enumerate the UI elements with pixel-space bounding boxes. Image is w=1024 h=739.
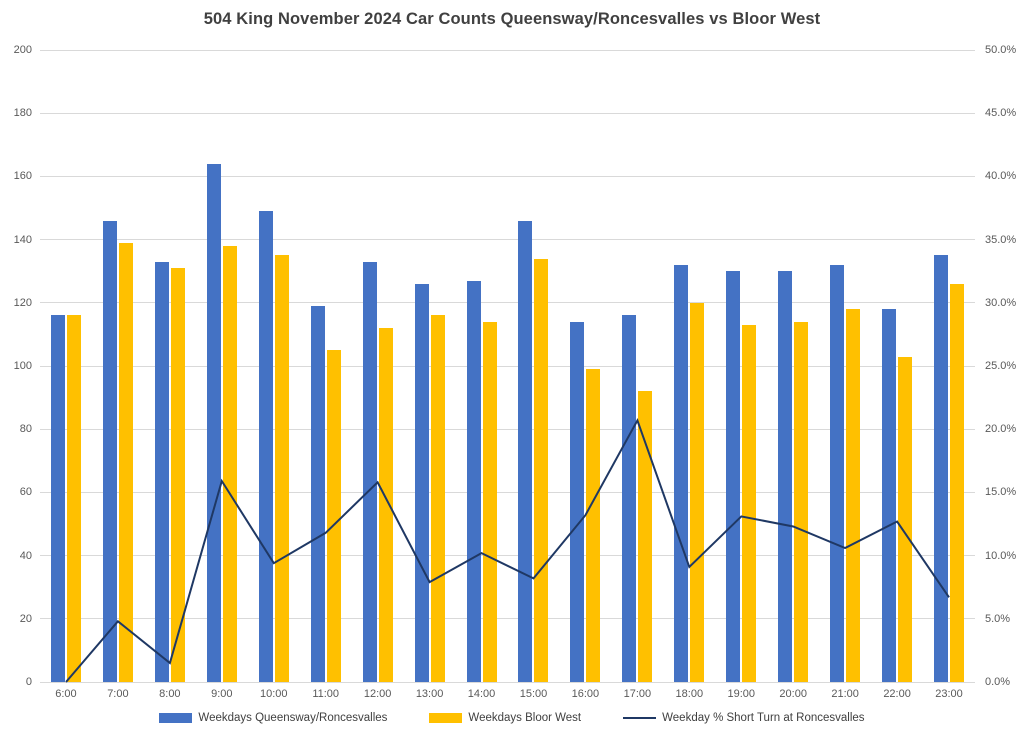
x-axis-category-label: 23:00: [935, 688, 963, 700]
legend-item: Weekday % Short Turn at Roncesvalles: [623, 712, 865, 724]
right-axis-tick-label: 45.0%: [985, 107, 1017, 120]
x-axis-category-label: 22:00: [883, 688, 911, 700]
x-axis-category-label: 12:00: [363, 688, 392, 700]
x-axis-category-label: 11:00: [312, 688, 340, 700]
right-axis-tick-label: 15.0%: [985, 486, 1017, 499]
right-axis-tick-label: 40.0%: [985, 170, 1017, 183]
bar-queensway-roncesvalles: [622, 315, 637, 682]
x-axis-category-label: 8:00: [159, 688, 181, 700]
chart-title: 504 King November 2024 Car Counts Queens…: [203, 10, 821, 28]
bar-queensway-roncesvalles: [102, 220, 117, 682]
bar-bloor-west: [742, 324, 757, 682]
left-axis-tick-label: 120: [13, 296, 32, 309]
left-axis-tick-label: 80: [19, 423, 32, 436]
bar-bloor-west: [638, 391, 653, 682]
x-axis-category-label: 13:00: [415, 688, 444, 700]
legend-line-swatch-icon: [623, 717, 657, 719]
left-axis-tick-label: 100: [13, 360, 32, 372]
bar-queensway-roncesvalles: [778, 271, 793, 682]
bar-bloor-west: [482, 321, 497, 682]
bar-queensway-roncesvalles: [310, 305, 325, 682]
left-axis-tick-label: 40: [19, 549, 32, 562]
gridline: [40, 49, 975, 51]
bar-queensway-roncesvalles: [258, 211, 273, 682]
x-axis-category-label: 20:00: [779, 688, 807, 700]
right-axis-tick-label: 20.0%: [985, 423, 1017, 436]
bar-bloor-west: [898, 356, 913, 682]
bar-bloor-west: [794, 321, 809, 682]
shortturn-percent-line: [65, 417, 950, 683]
x-axis-category-label: 10:00: [259, 688, 288, 700]
bar-bloor-west: [586, 369, 601, 682]
x-axis-category-label: 14:00: [467, 688, 496, 700]
x-axis-category-label: 17:00: [623, 688, 652, 700]
bar-queensway-roncesvalles: [830, 264, 845, 682]
left-axis-tick-label: 0: [25, 676, 32, 688]
bar-bloor-west: [846, 309, 861, 682]
x-axis-category-label: 6:00: [55, 688, 77, 700]
x-axis-category-label: 9:00: [211, 688, 233, 700]
bar-queensway-roncesvalles: [570, 321, 585, 682]
bar-bloor-west: [326, 350, 341, 682]
bar-queensway-roncesvalles: [882, 309, 897, 682]
bar-bloor-west: [274, 255, 289, 682]
left-axis-tick-label: 180: [13, 107, 32, 120]
bar-bloor-west: [534, 258, 549, 682]
right-axis-tick-label: 30.0%: [985, 296, 1017, 309]
x-axis-category-label: 19:00: [727, 688, 756, 700]
chart-legend: Weekdays Queensway/Roncesvalles Weekdays …: [0, 712, 1024, 724]
bar-bloor-west: [170, 268, 185, 682]
bar-bloor-west: [690, 302, 705, 682]
bar-bloor-west: [430, 315, 445, 682]
right-axis-tick-label: 0.0%: [985, 676, 1011, 688]
left-axis-tick-label: 20: [19, 612, 32, 625]
legend-bar-swatch-icon: [159, 713, 193, 723]
bar-bloor-west: [66, 315, 81, 682]
bar-queensway-roncesvalles: [674, 264, 689, 682]
gridline: [40, 365, 975, 367]
bar-bloor-west: [118, 242, 133, 682]
bar-queensway-roncesvalles: [362, 261, 377, 682]
gridline: [40, 175, 975, 177]
right-axis-tick-label: 25.0%: [985, 360, 1017, 372]
right-axis-tick-label: 5.0%: [985, 612, 1011, 625]
legend-label: Weekday % Short Turn at Roncesvalles: [662, 712, 865, 724]
gridline: [40, 112, 975, 114]
bar-bloor-west: [950, 283, 965, 682]
right-axis-tick-label: 35.0%: [985, 233, 1017, 246]
left-axis-tick-label: 200: [13, 44, 32, 56]
bar-queensway-roncesvalles: [466, 280, 481, 682]
legend-label: Weekdays Queensway/Roncesvalles: [198, 712, 388, 724]
gridline: [40, 302, 975, 304]
x-axis-category-label: 18:00: [675, 688, 704, 700]
bar-queensway-roncesvalles: [50, 315, 65, 682]
bar-bloor-west: [222, 245, 237, 682]
legend-item: Weekdays Queensway/Roncesvalles: [159, 712, 387, 724]
left-axis-tick-label: 60: [19, 486, 32, 499]
bar-queensway-roncesvalles: [518, 220, 533, 682]
x-axis-category-label: 15:00: [519, 688, 548, 700]
bar-queensway-roncesvalles: [154, 261, 169, 682]
legend-bar-swatch-icon: [429, 713, 463, 723]
right-axis-tick-label: 10.0%: [985, 549, 1017, 562]
x-axis-category-label: 21:00: [831, 688, 859, 700]
bar-bloor-west: [378, 328, 393, 682]
x-axis-category-label: 7:00: [107, 688, 129, 700]
bar-queensway-roncesvalles: [414, 283, 429, 682]
left-axis-tick-label: 140: [13, 233, 32, 246]
right-axis-tick-label: 50.0%: [985, 44, 1017, 56]
bar-queensway-roncesvalles: [726, 271, 741, 682]
bar-queensway-roncesvalles: [206, 163, 221, 682]
x-axis-category-label: 16:00: [571, 688, 600, 700]
legend-label: Weekdays Bloor West: [468, 712, 582, 724]
legend-item: Weekdays Bloor West: [429, 712, 581, 724]
bar-queensway-roncesvalles: [934, 255, 949, 682]
left-axis-tick-label: 160: [13, 170, 32, 183]
gridline: [40, 239, 975, 241]
